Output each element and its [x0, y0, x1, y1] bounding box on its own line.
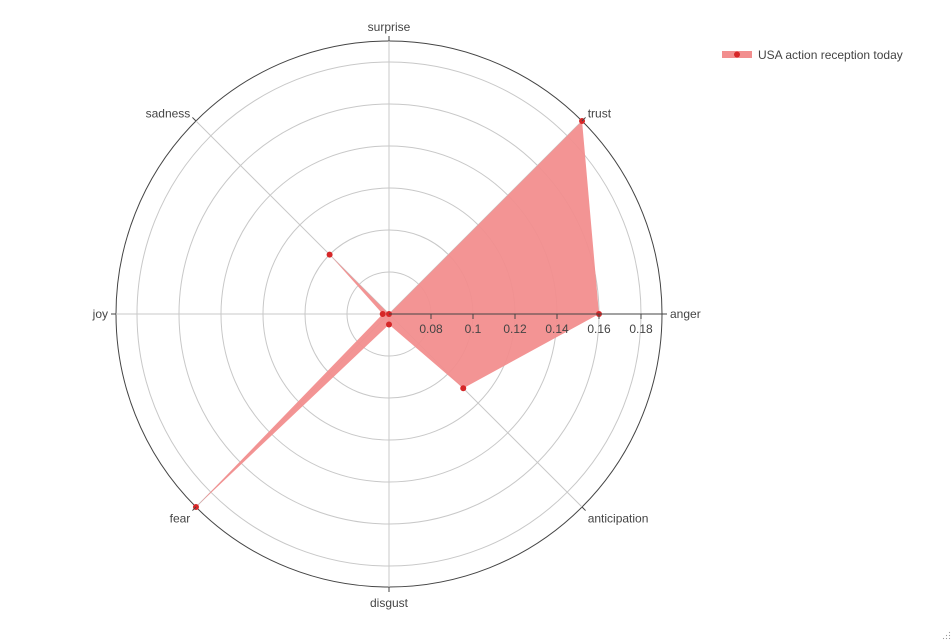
category-label-trust: trust — [588, 106, 612, 120]
angular-tick — [192, 506, 197, 511]
category-label-surprise: surprise — [368, 20, 411, 34]
data-point-joy[interactable] — [379, 311, 386, 317]
radial-tick-label: 0.1 — [465, 322, 482, 336]
category-label-sadness: sadness — [146, 106, 191, 120]
category-label-disgust: disgust — [370, 596, 409, 610]
legend-entry-label: USA action reception today — [758, 48, 903, 62]
category-label-anticipation: anticipation — [588, 512, 649, 526]
legend[interactable]: USA action reception today — [722, 48, 903, 62]
data-point-anticipation[interactable] — [460, 385, 467, 392]
radial-tick-label: 0.12 — [503, 322, 527, 336]
angular-tick — [581, 117, 586, 122]
category-label-anger: anger — [670, 307, 701, 321]
angular-tick — [192, 117, 197, 122]
angular-tick — [581, 506, 586, 511]
radial-axis: 0.08 0.1 0.12 0.14 0.16 0.18 — [389, 313, 662, 336]
data-point-disgust[interactable] — [386, 321, 392, 328]
category-labels: anger anticipation disgust fear joy sadness su… — [92, 20, 701, 610]
radial-tick-label: 0.08 — [419, 322, 443, 336]
legend-marker — [734, 51, 740, 58]
radial-tick-label: 0.18 — [629, 322, 653, 336]
category-label-fear: fear — [170, 512, 191, 526]
data-point-sadness[interactable] — [326, 251, 333, 258]
resize-handle-icon[interactable] — [941, 630, 951, 640]
category-label-joy: joy — [92, 307, 108, 321]
radial-tick-label: 0.14 — [545, 322, 569, 336]
radial-tick-label: 0.16 — [587, 322, 611, 336]
